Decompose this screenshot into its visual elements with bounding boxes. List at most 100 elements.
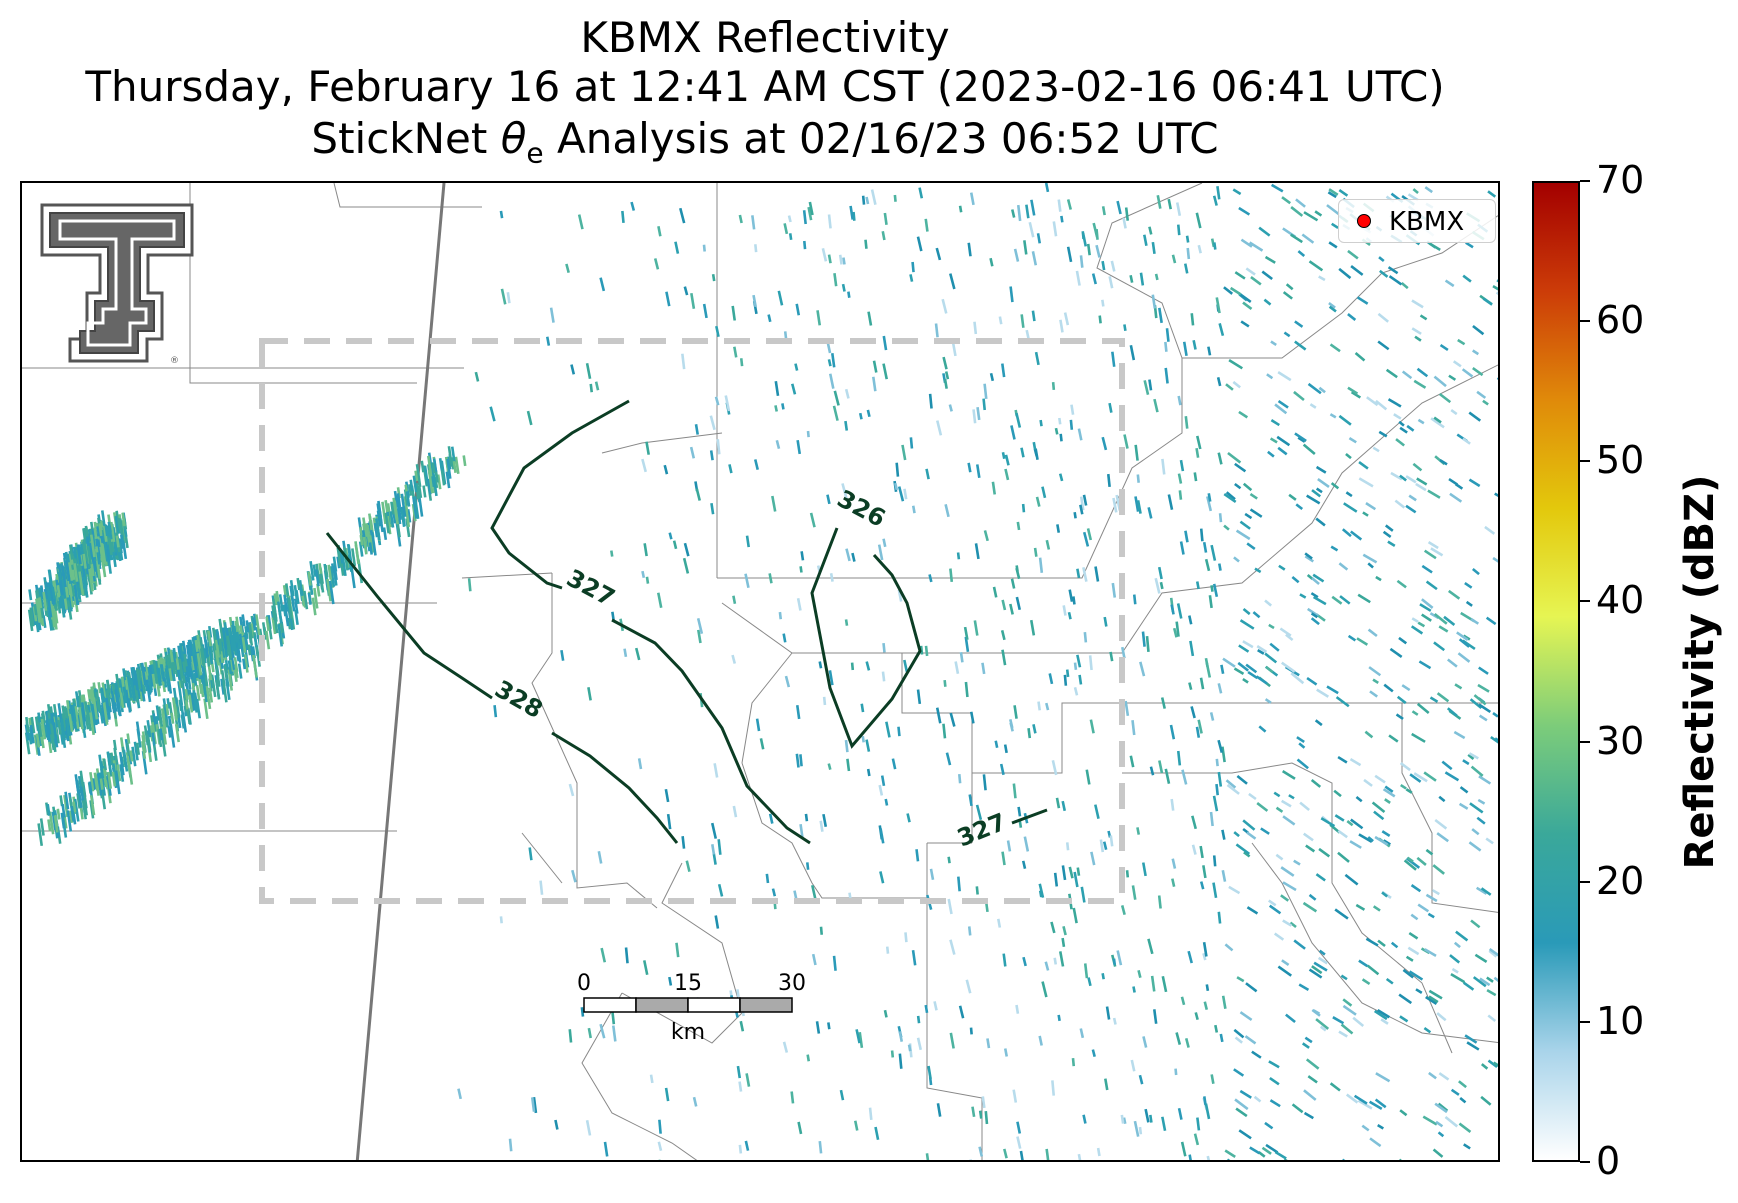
reflectivity-gate bbox=[1339, 595, 1351, 605]
reflectivity-gate bbox=[1405, 788, 1413, 794]
reflectivity-gate bbox=[797, 1121, 803, 1135]
reflectivity-gate bbox=[1195, 212, 1202, 229]
reflectivity-gate bbox=[1469, 802, 1484, 814]
reflectivity-gate bbox=[1444, 1115, 1459, 1128]
reflectivity-gate bbox=[1167, 494, 1174, 510]
reflectivity-gate bbox=[107, 771, 113, 789]
reflectivity-gate bbox=[1066, 246, 1073, 263]
reflectivity-gate bbox=[1357, 593, 1371, 604]
reflectivity-gate bbox=[1413, 772, 1428, 783]
reflectivity-gate bbox=[1400, 282, 1409, 290]
reflectivity-gate bbox=[107, 537, 113, 556]
reflectivity-gate bbox=[166, 698, 171, 709]
reflectivity-gate bbox=[1111, 582, 1117, 598]
reflectivity-gate bbox=[333, 565, 338, 581]
reflectivity-gate bbox=[226, 635, 233, 659]
reflectivity-gate bbox=[828, 670, 834, 686]
reflectivity-gate bbox=[1499, 316, 1500, 322]
reflectivity-gate bbox=[283, 594, 289, 612]
reflectivity-gate bbox=[1433, 641, 1446, 652]
reflectivity-gate bbox=[1350, 265, 1364, 276]
reflectivity-gate bbox=[860, 703, 865, 713]
reflectivity-gate bbox=[1319, 1025, 1327, 1032]
reflectivity-gate bbox=[1101, 436, 1108, 451]
reflectivity-gate bbox=[1242, 482, 1253, 492]
reflectivity-gate bbox=[1108, 402, 1113, 413]
reflectivity-gate bbox=[392, 497, 398, 520]
reflectivity-gate bbox=[936, 1103, 942, 1117]
reflectivity-gate bbox=[1185, 235, 1190, 243]
reflectivity-gate bbox=[1328, 241, 1338, 249]
reflectivity-gate bbox=[916, 1037, 923, 1051]
reflectivity-gate bbox=[1003, 744, 1008, 754]
reflectivity-gate bbox=[1202, 942, 1208, 957]
reflectivity-gate bbox=[180, 714, 186, 729]
reflectivity-gate bbox=[1088, 655, 1093, 671]
reflectivity-gate bbox=[893, 482, 899, 491]
reflectivity-gate bbox=[1318, 847, 1331, 858]
reflectivity-gate bbox=[1129, 755, 1135, 768]
reflectivity-gate bbox=[1212, 882, 1218, 899]
reflectivity-gate bbox=[986, 1038, 991, 1049]
reflectivity-gate bbox=[106, 689, 112, 707]
reflectivity-gate bbox=[969, 1027, 973, 1035]
reflectivity-gate bbox=[1424, 948, 1437, 957]
reflectivity-gate bbox=[641, 458, 647, 473]
reflectivity-gate bbox=[1202, 541, 1208, 553]
reflectivity-gate bbox=[1444, 279, 1455, 288]
reflectivity-gate bbox=[131, 746, 137, 767]
reflectivity-gate bbox=[925, 1153, 930, 1160]
reflectivity-gate bbox=[1065, 669, 1070, 678]
reflectivity-gate bbox=[1337, 755, 1348, 764]
reflectivity-gate bbox=[799, 824, 804, 839]
reflectivity-gate bbox=[50, 714, 55, 726]
reflectivity-gate bbox=[113, 541, 118, 553]
reflectivity-gate bbox=[1076, 568, 1081, 579]
reflectivity-gate bbox=[192, 655, 199, 679]
reflectivity-gate bbox=[1240, 320, 1250, 328]
reflectivity-gate bbox=[1009, 603, 1014, 615]
reflectivity-gate bbox=[971, 1106, 976, 1118]
reflectivity-gate bbox=[1106, 473, 1111, 487]
radar-map[interactable]: 326 327 327 328 0 15 30 km ® KBMX bbox=[20, 181, 1500, 1162]
reflectivity-gate bbox=[1258, 226, 1271, 237]
reflectivity-gate bbox=[48, 569, 54, 590]
reflectivity-gate bbox=[1381, 830, 1391, 837]
reflectivity-gate bbox=[1312, 1009, 1321, 1015]
reflectivity-gate bbox=[1031, 251, 1038, 266]
reflectivity-gate bbox=[196, 652, 203, 676]
reflectivity-gate bbox=[736, 1065, 742, 1079]
reflectivity-gate bbox=[50, 604, 56, 628]
reflectivity-gate bbox=[1423, 771, 1437, 782]
reflectivity-gate bbox=[1304, 1036, 1313, 1044]
reflectivity-gate bbox=[675, 942, 680, 958]
reflectivity-gate bbox=[1212, 795, 1219, 812]
reflectivity-gate bbox=[89, 795, 96, 816]
reflectivity-gate bbox=[1063, 312, 1070, 326]
reflectivity-gate bbox=[1177, 473, 1183, 484]
reflectivity-gate bbox=[1274, 1150, 1287, 1160]
reflectivity-gate bbox=[1225, 491, 1236, 501]
reflectivity-gate bbox=[1340, 974, 1348, 981]
reflectivity-gate bbox=[963, 626, 969, 640]
reflectivity-gate bbox=[1412, 188, 1419, 195]
reflectivity-gate bbox=[1095, 244, 1101, 258]
reflectivity-gate bbox=[568, 1029, 573, 1043]
reflectivity-gate bbox=[1338, 562, 1349, 571]
reflectivity-gate bbox=[710, 503, 715, 515]
chart-title: KBMX Reflectivity bbox=[580, 13, 950, 62]
reflectivity-gate bbox=[1330, 482, 1340, 490]
reflectivity-gate bbox=[1472, 366, 1484, 377]
reflectivity-gate bbox=[328, 580, 335, 605]
reflectivity-gate bbox=[710, 822, 718, 839]
reflectivity-gate bbox=[382, 527, 388, 540]
reflectivity-gate bbox=[1154, 577, 1161, 594]
reflectivity-gate bbox=[1233, 1068, 1245, 1077]
reflectivity-gate bbox=[1120, 1114, 1125, 1124]
reflectivity-gate bbox=[73, 584, 79, 606]
reflectivity-gate bbox=[883, 212, 888, 226]
reflectivity-gate bbox=[1116, 950, 1123, 966]
reflectivity-gate bbox=[1296, 758, 1309, 770]
reflectivity-gate bbox=[768, 573, 773, 584]
reflectivity-gate bbox=[1402, 968, 1414, 979]
